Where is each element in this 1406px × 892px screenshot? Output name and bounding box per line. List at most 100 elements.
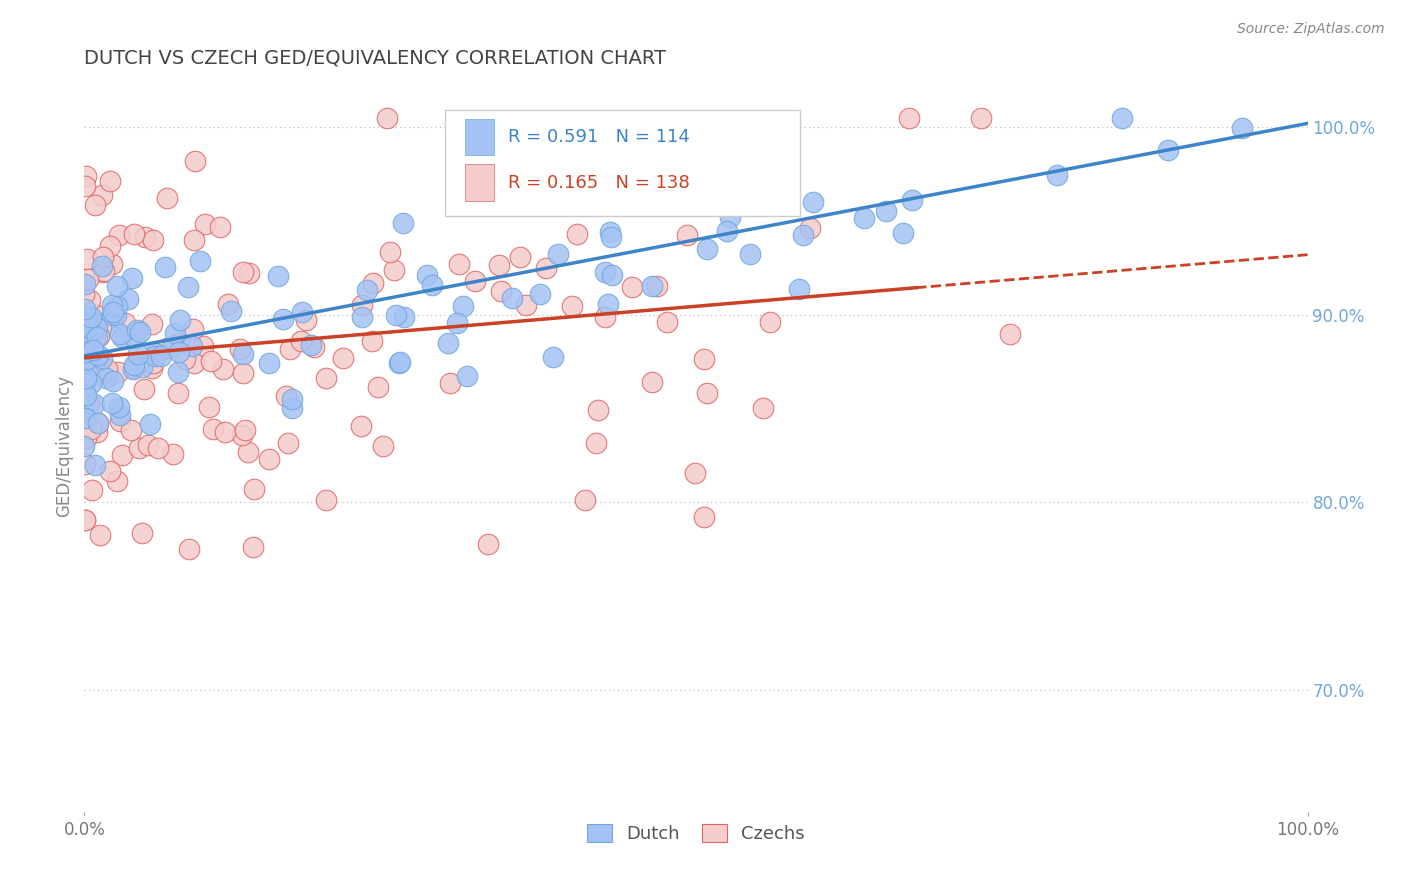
Point [89,527,111,541]
Point [641,375,664,389]
Point [385,308,408,322]
Point [73,403,96,417]
Point [73,439,96,453]
Point [267,269,290,284]
Point [138,417,160,432]
Point [143,349,166,363]
Point [110,326,132,341]
Point [630,174,652,188]
Point [211,361,233,376]
Point [150,349,173,363]
Point [599,230,621,244]
Point [83,198,105,212]
Point [544,154,567,169]
Point [76,351,98,366]
Point [183,356,205,370]
Point [740,246,762,260]
Point [361,277,384,291]
Point [87,416,110,430]
Point [91,351,114,365]
Point [449,257,471,271]
Point [799,221,821,235]
Point [257,452,280,467]
Point [488,258,510,272]
Point [75,457,97,471]
Point [692,352,714,367]
Point [718,210,741,224]
Point [416,268,439,282]
Point [156,190,179,204]
Point [696,242,718,256]
Point [98,464,121,478]
Point [232,366,254,380]
Point [141,317,163,331]
Point [86,321,108,335]
Point [142,356,165,370]
Point [231,428,253,442]
Point [87,416,110,430]
Point [110,449,132,463]
Point [299,337,322,351]
Point [969,111,991,125]
Point [101,395,124,409]
Point [146,442,169,456]
Text: R = 0.165   N = 138: R = 0.165 N = 138 [508,174,689,192]
Point [350,310,373,325]
Point [117,293,139,307]
Point [105,299,128,313]
Point [82,483,104,497]
Point [100,298,122,312]
Point [238,267,260,281]
Point [446,316,468,330]
Point [360,334,382,349]
Point [599,225,621,239]
Point [657,315,679,329]
Point [107,365,129,379]
Point [75,326,97,340]
Point [529,287,551,301]
Point [104,300,127,314]
Point [77,368,100,382]
Point [89,329,111,343]
Point [477,537,499,551]
Point [633,175,655,189]
Point [1046,168,1069,182]
Point [86,316,108,330]
Point [162,447,184,461]
Point [242,482,264,496]
Point [900,193,922,207]
Point [110,414,132,428]
Point [221,304,243,318]
Point [127,347,149,361]
Point [122,227,145,241]
Point [585,435,607,450]
Point [134,382,156,396]
Point [593,265,616,279]
Point [295,313,318,327]
Point [278,343,301,357]
Point [586,403,609,417]
Point [80,376,103,390]
Point [547,246,569,260]
Point [169,313,191,327]
Point [276,388,298,402]
Point [501,291,523,305]
Point [875,204,897,219]
Point [188,253,211,268]
Point [75,169,97,183]
Point [91,265,114,279]
Point [561,299,583,313]
Point [236,445,259,459]
Point [129,325,152,339]
Point [191,339,214,353]
Point [752,401,775,415]
Point [464,274,486,288]
Point [489,284,512,298]
Point [86,329,108,343]
Point [181,322,204,336]
Point [897,111,920,125]
Point [387,356,409,370]
Point [998,326,1021,341]
Point [271,311,294,326]
Point [156,341,179,355]
